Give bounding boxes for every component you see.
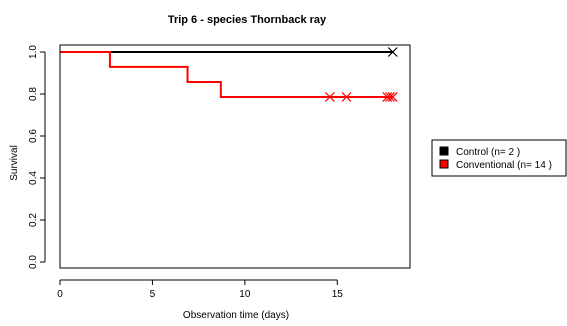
x-tick-label: 5 bbox=[150, 289, 156, 300]
y-tick-label: 0.6 bbox=[28, 129, 39, 143]
legend-box bbox=[431, 139, 567, 177]
y-tick-label: 0.2 bbox=[28, 213, 39, 227]
legend-label: Conventional (n= 14 ) bbox=[456, 160, 552, 171]
legend-swatch bbox=[439, 159, 449, 169]
y-tick-label: 0.8 bbox=[28, 87, 39, 101]
legend: Control (n= 2 ) Conventional (n= 14 ) bbox=[431, 139, 567, 177]
x-tick-label: 15 bbox=[332, 289, 344, 300]
legend-swatch bbox=[439, 146, 449, 156]
y-tick-label: 0.4 bbox=[28, 171, 39, 185]
y-tick-label: 1.0 bbox=[28, 45, 39, 59]
x-tick-label: 0 bbox=[57, 289, 63, 300]
series-line-1 bbox=[60, 51, 393, 98]
censor-mark bbox=[387, 92, 398, 102]
plot-area bbox=[60, 47, 398, 102]
censor-mark bbox=[324, 92, 335, 102]
censor-mark bbox=[387, 47, 398, 57]
plot-frame bbox=[59, 44, 411, 269]
x-tick-label: 10 bbox=[239, 289, 251, 300]
chart-title: Trip 6 - species Thornback ray bbox=[168, 14, 327, 26]
y-tick-label: 0.0 bbox=[28, 255, 39, 269]
censor-mark bbox=[385, 92, 395, 102]
y-axis-label: Survival bbox=[9, 145, 20, 181]
censor-mark bbox=[341, 92, 352, 102]
axes: 0 5 10 15 0.0 0.2 0.4 0.6 0.8 1.0 bbox=[28, 44, 411, 300]
x-axis-label: Observation time (days) bbox=[183, 310, 289, 321]
legend-label: Control (n= 2 ) bbox=[456, 147, 520, 158]
